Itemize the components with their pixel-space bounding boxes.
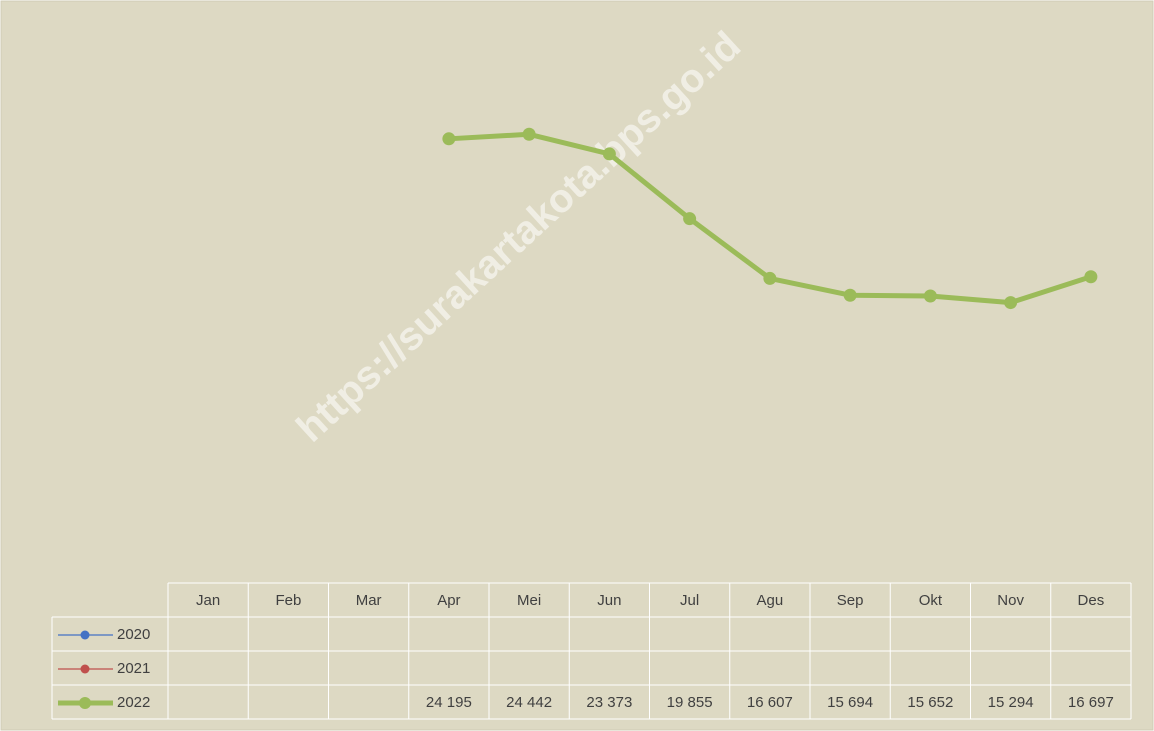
series-marker: [1084, 270, 1098, 284]
x-tick-label: Apr: [437, 592, 460, 609]
series-marker: [763, 271, 777, 285]
series-marker: [522, 127, 536, 141]
x-tick-label: Feb: [275, 592, 301, 609]
x-tick-label: Jul: [680, 592, 699, 609]
legend-label: 2020: [117, 626, 150, 643]
series-marker: [1004, 296, 1018, 310]
table-value: 16 607: [747, 694, 793, 711]
table-value: 19 855: [667, 694, 713, 711]
legend-label: 2021: [117, 660, 150, 677]
table-value: 23 373: [586, 694, 632, 711]
legend-key-marker: [80, 630, 90, 640]
table-value: 16 697: [1068, 694, 1114, 711]
series-marker: [843, 288, 857, 302]
x-tick-label: Mei: [517, 592, 541, 609]
legend-label: 2022: [117, 694, 150, 711]
series-marker: [683, 212, 697, 226]
x-tick-label: Des: [1078, 592, 1105, 609]
table-value: 24 195: [426, 694, 472, 711]
legend-key-marker: [80, 664, 90, 674]
x-tick-label: Nov: [997, 592, 1024, 609]
x-tick-label: Jan: [196, 592, 220, 609]
table-value: 24 442: [506, 694, 552, 711]
table-value: 15 694: [827, 694, 873, 711]
x-tick-label: Okt: [919, 592, 943, 609]
table-value: 15 294: [988, 694, 1034, 711]
series-marker: [602, 147, 616, 161]
x-tick-label: Mar: [356, 592, 382, 609]
series-marker: [923, 289, 937, 303]
x-tick-label: Agu: [757, 592, 784, 609]
x-tick-label: Sep: [837, 592, 864, 609]
table-value: 15 652: [907, 694, 953, 711]
legend-key-marker: [79, 697, 91, 709]
series-marker: [442, 132, 456, 146]
x-tick-label: Jun: [597, 592, 621, 609]
